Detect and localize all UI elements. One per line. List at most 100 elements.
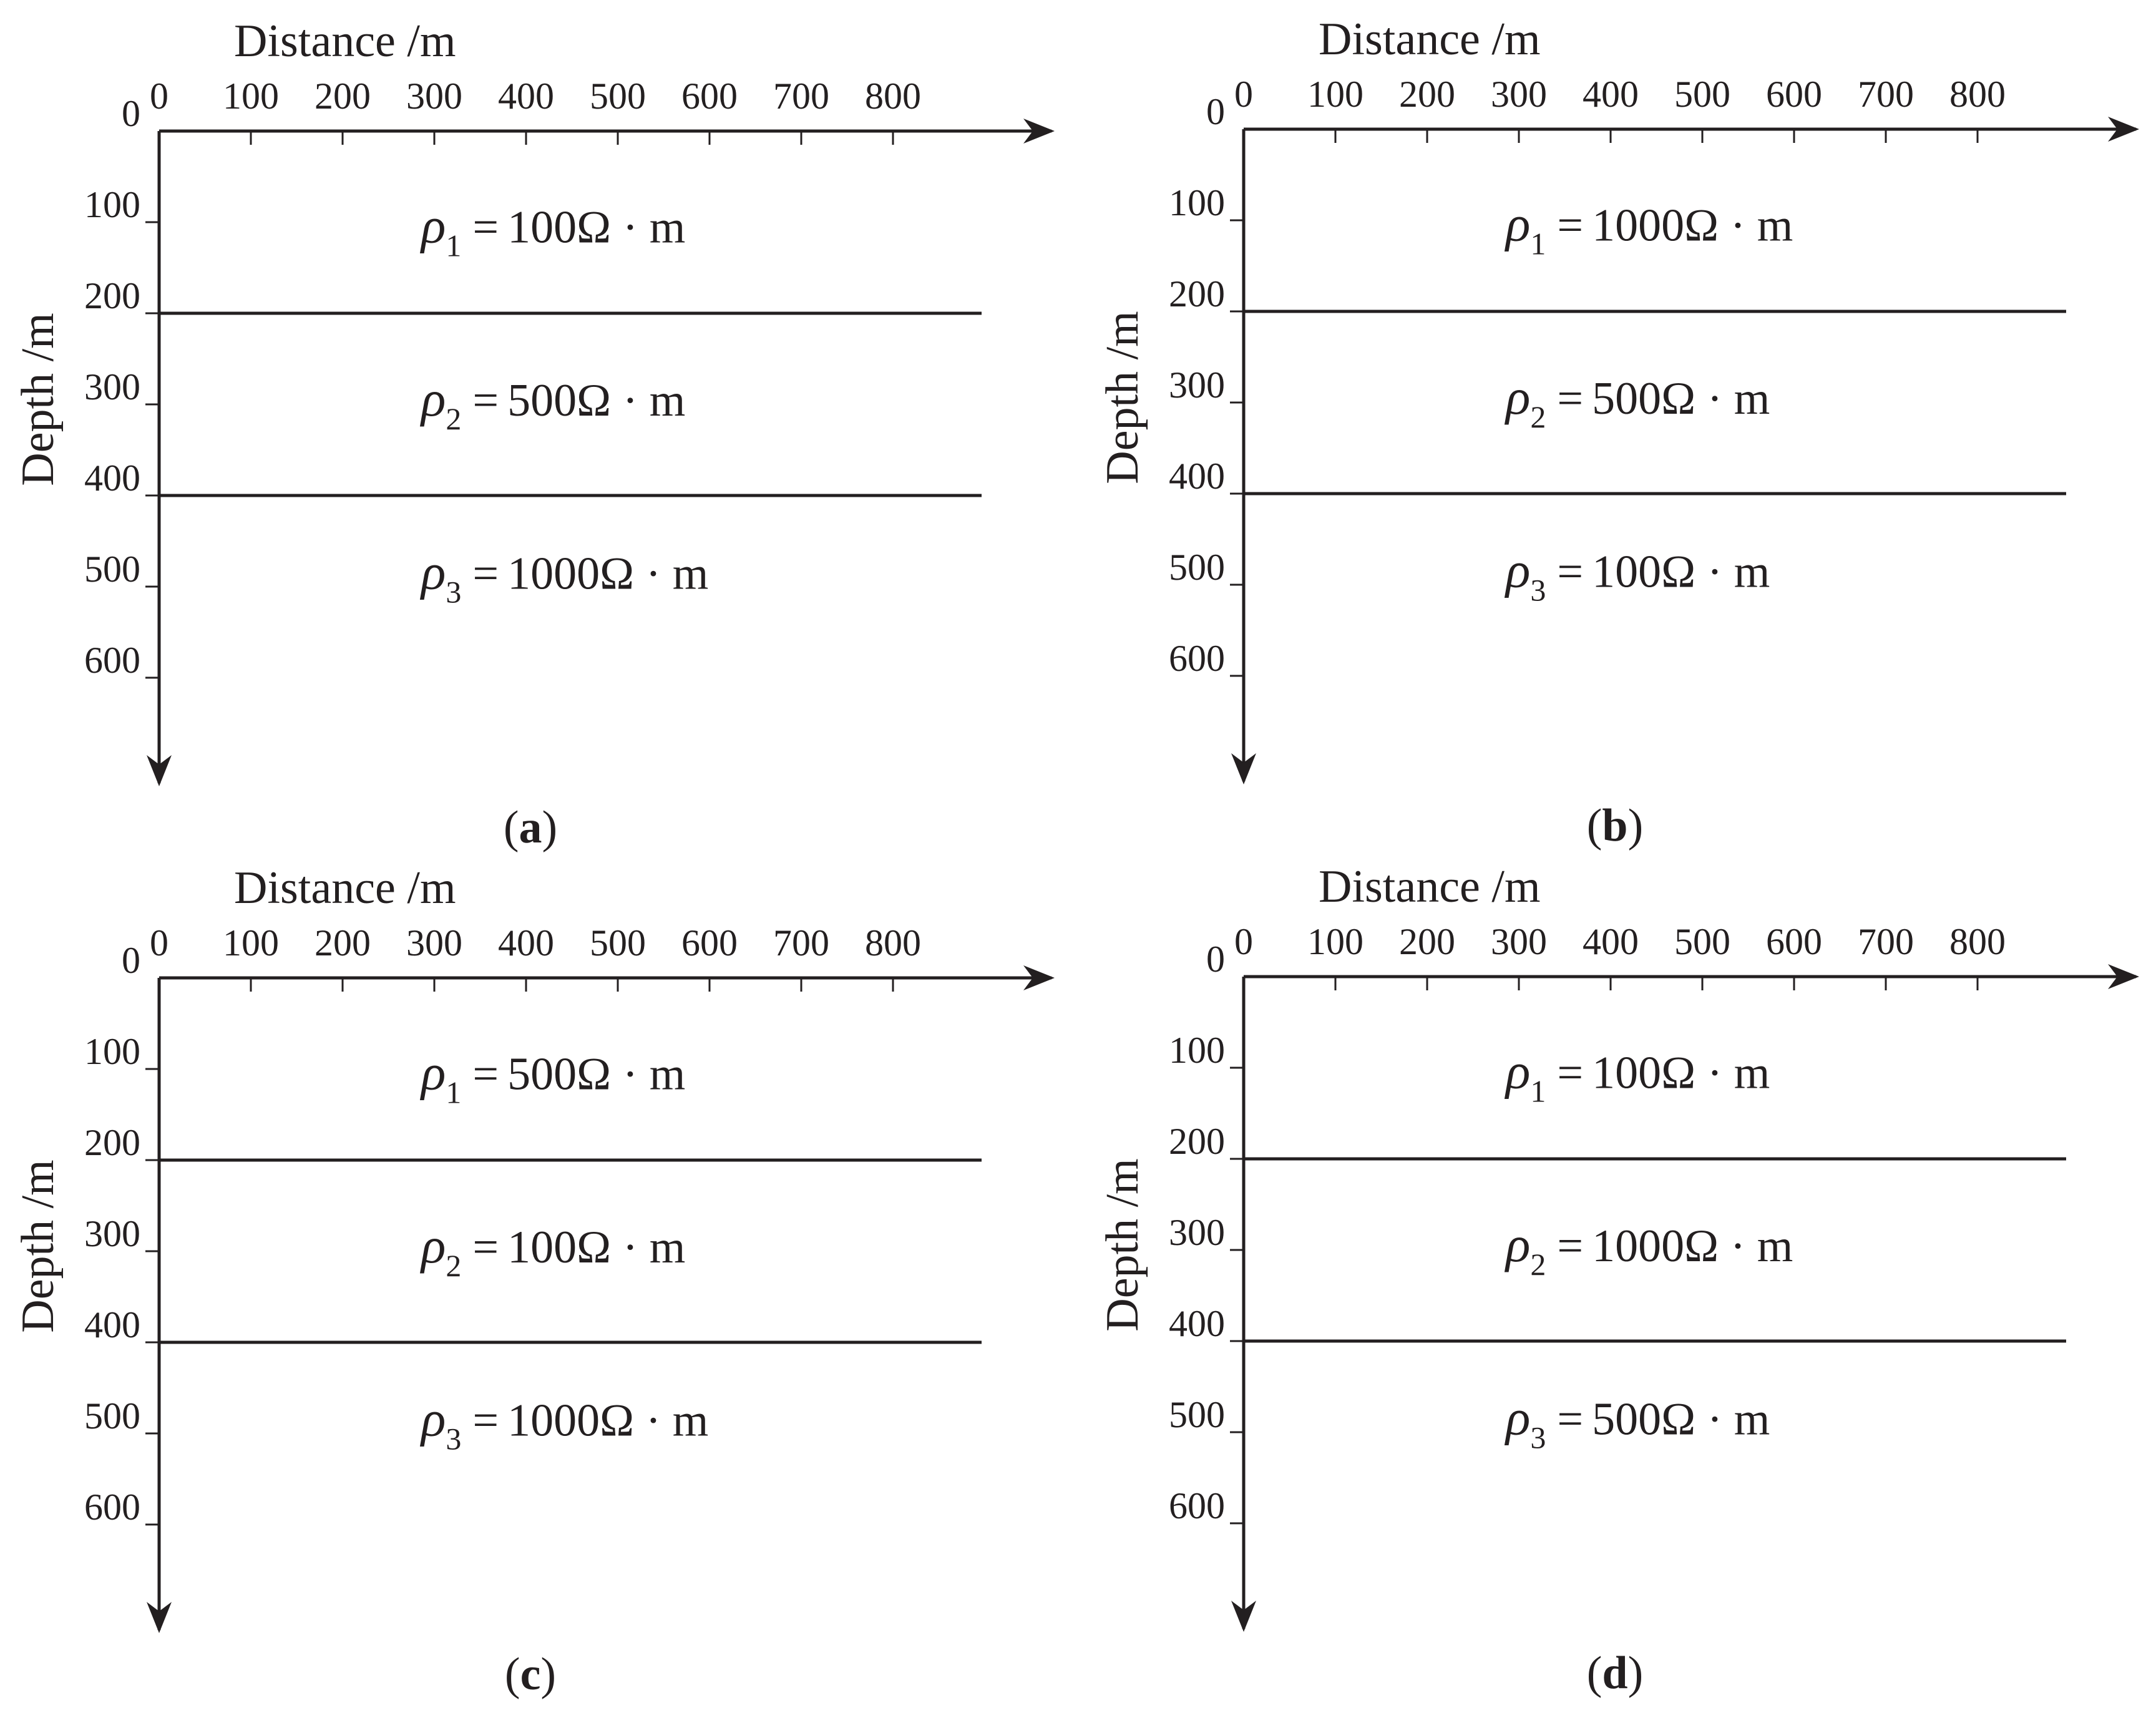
layer-3-resistivity: ρ3 = 1000Ω · m — [419, 1390, 708, 1456]
x-tick-label: 700 — [773, 76, 829, 117]
resistivity-value: 500 — [507, 375, 577, 426]
y-axis-title: Depth /m — [12, 1159, 64, 1332]
panel-caption: (c) — [505, 1649, 556, 1700]
layer-2-resistivity: ρ2 = 500Ω · m — [1504, 368, 1770, 434]
x-tick-label: 600 — [681, 922, 738, 964]
rho-symbol: ρ — [1504, 541, 1530, 598]
layer-subscript: 2 — [1530, 1247, 1546, 1282]
y-tick-label: 200 — [84, 1122, 140, 1163]
x-axis-title: Distance /m — [1319, 861, 1541, 912]
layer-3-resistivity: ρ3 = 100Ω · m — [1504, 541, 1770, 607]
panel-caption: (d) — [1587, 1647, 1643, 1699]
x-tick-label: 0 — [150, 922, 168, 964]
rho-symbol: ρ — [1504, 1043, 1530, 1100]
x-tick-label: 500 — [1674, 74, 1730, 115]
x-axis-title: Distance /m — [1319, 14, 1541, 65]
rho-symbol: ρ — [419, 197, 446, 254]
y-tick-label: 400 — [84, 457, 140, 499]
resistivity-unit: Ω · m — [577, 1222, 685, 1273]
panel-b: Distance /m Depth /m 0 100 200 300 400 500 600 70… — [1097, 14, 2139, 851]
equals-sign: = — [472, 1049, 499, 1100]
y-tick-label: 300 — [84, 1213, 140, 1254]
rho-symbol: ρ — [419, 1390, 446, 1447]
layer-subscript: 1 — [1530, 1074, 1546, 1109]
x-tick-label: 400 — [498, 76, 554, 117]
x-tick-label: 400 — [498, 922, 554, 964]
resistivity-value: 1000 — [507, 1395, 600, 1446]
resistivity-value: 500 — [1592, 373, 1661, 424]
resistivity-unit: Ω · m — [1684, 200, 1793, 251]
layer-subscript: 2 — [446, 1248, 461, 1283]
panel-caption: (a) — [504, 802, 557, 853]
y-tick-label: 0 — [122, 940, 140, 981]
layer-subscript: 1 — [1530, 227, 1546, 261]
panel-a: Distance /m Depth /m 0 100 200 300 400 500 600 70… — [12, 16, 1055, 853]
y-tick-label: 200 — [1169, 273, 1225, 315]
rho-symbol: ρ — [419, 1044, 446, 1101]
y-tick-label: 400 — [1169, 456, 1225, 497]
x-tick-label: 100 — [223, 76, 279, 117]
caption-letter: d — [1602, 1647, 1627, 1699]
layer-subscript: 1 — [446, 228, 461, 263]
y-tick-label: 0 — [1206, 939, 1225, 980]
layer-1-resistivity: ρ1 = 500Ω · m — [419, 1044, 685, 1110]
x-tick-label: 200 — [315, 76, 371, 117]
rho-symbol: ρ — [1504, 1216, 1530, 1272]
resistivity-unit: Ω · m — [1661, 1393, 1770, 1445]
caption-close-paren: ) — [1628, 800, 1644, 851]
y-tick-label: 500 — [1169, 547, 1225, 588]
x-tick-label: 200 — [1399, 74, 1455, 115]
y-tick-label: 100 — [1169, 182, 1225, 223]
x-tick-label: 800 — [1949, 921, 2006, 962]
x-tick-label: 300 — [406, 76, 462, 117]
layer-subscript: 2 — [1530, 399, 1546, 434]
x-tick-label: 600 — [681, 76, 738, 117]
x-tick-label: 800 — [865, 922, 921, 964]
layer-1-resistivity: ρ1 = 1000Ω · m — [1504, 195, 1793, 261]
y-tick-label: 0 — [1206, 91, 1225, 132]
y-tick-label: 100 — [84, 1031, 140, 1072]
y-axis-title: Depth /m — [12, 313, 64, 486]
rho-symbol: ρ — [419, 543, 446, 600]
resistivity-unit: Ω · m — [600, 548, 708, 599]
caption-close-paren: ) — [542, 802, 558, 853]
resistivity-value: 1000 — [1592, 1221, 1684, 1272]
layer-1-resistivity: ρ1 = 100Ω · m — [419, 197, 685, 263]
resistivity-unit: Ω · m — [1684, 1221, 1793, 1272]
caption-open-paren: ( — [1587, 800, 1602, 851]
resistivity-value: 500 — [507, 1049, 577, 1100]
layer-subscript: 1 — [446, 1075, 461, 1110]
x-tick-label: 0 — [1234, 74, 1253, 115]
y-tick-label: 400 — [1169, 1303, 1225, 1344]
x-tick-label: 500 — [590, 922, 646, 964]
caption-open-paren: ( — [1587, 1647, 1602, 1699]
equals-sign: = — [1557, 546, 1583, 597]
caption-close-paren: ) — [1628, 1647, 1644, 1699]
resistivity-value: 100 — [507, 1222, 577, 1273]
x-tick-label: 500 — [1674, 921, 1730, 962]
layer-3-resistivity: ρ3 = 1000Ω · m — [419, 543, 708, 609]
equals-sign: = — [472, 375, 499, 426]
layer-1-resistivity: ρ1 = 100Ω · m — [1504, 1043, 1770, 1109]
caption-open-paren: ( — [505, 1649, 520, 1700]
x-tick-label: 0 — [150, 76, 168, 117]
x-tick-label: 600 — [1766, 921, 1822, 962]
y-tick-label: 500 — [84, 549, 140, 590]
rho-symbol: ρ — [419, 370, 446, 427]
x-tick-label: 200 — [1399, 921, 1455, 962]
rho-symbol: ρ — [1504, 368, 1530, 425]
resistivity-value: 1000 — [507, 548, 600, 599]
resistivity-value: 100 — [1592, 1048, 1661, 1099]
equals-sign: = — [1557, 1221, 1583, 1272]
x-tick-label: 600 — [1766, 74, 1822, 115]
equals-sign: = — [472, 202, 499, 253]
caption-letter: c — [520, 1649, 541, 1700]
resistivity-value: 1000 — [1592, 200, 1684, 251]
layer-3-resistivity: ρ3 = 500Ω · m — [1504, 1388, 1770, 1455]
equals-sign: = — [1557, 200, 1583, 251]
y-tick-label: 500 — [1169, 1394, 1225, 1435]
x-tick-label: 200 — [315, 922, 371, 964]
resistivity-value: 100 — [507, 202, 577, 253]
